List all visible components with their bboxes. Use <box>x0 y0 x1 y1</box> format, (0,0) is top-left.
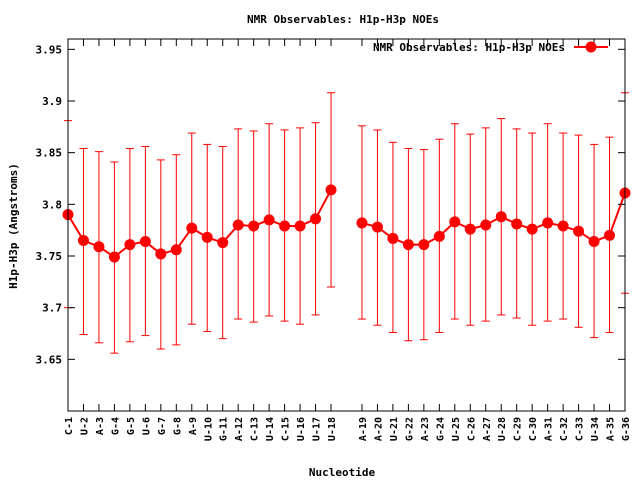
x-tick-label: U-28 <box>497 417 508 441</box>
y-tick-label: 3.7 <box>42 302 62 315</box>
y-tick-label: 3.8 <box>42 198 62 211</box>
x-tick-label: A-31 <box>544 417 555 441</box>
data-point <box>464 223 476 235</box>
x-tick-label: U-34 <box>590 417 601 441</box>
data-point <box>356 217 368 229</box>
x-tick-label: C-26 <box>466 417 477 441</box>
x-tick-label: G-36 <box>621 417 632 441</box>
plot-frame <box>67 38 626 412</box>
x-tick-label: U-17 <box>312 417 323 441</box>
y-tick-label: 3.65 <box>36 353 63 366</box>
x-tick-label: G-8 <box>172 417 183 435</box>
x-tick-label: G-22 <box>404 417 415 441</box>
x-tick-label: A-9 <box>188 417 199 435</box>
x-tick-label: G-4 <box>110 417 121 435</box>
x-tick-label: G-5 <box>126 417 137 435</box>
x-tick-label: C-13 <box>250 417 261 441</box>
data-point <box>93 241 105 253</box>
data-point <box>310 213 322 225</box>
y-tick-label: 3.95 <box>36 43 63 56</box>
data-point <box>588 236 600 248</box>
y-tick-label: 3.9 <box>42 95 62 108</box>
x-axis: C-1 U-2 A-3 G-4 G-5 U-6 G-7 G-8 A-9 U-10 G-11 A-12 C… <box>64 39 632 441</box>
x-tick-label: C-30 <box>528 417 539 441</box>
data-point <box>511 218 523 230</box>
x-tick-label: A-12 <box>234 417 245 441</box>
x-tick-label: C-29 <box>513 417 524 441</box>
data-point <box>217 237 229 249</box>
x-tick-label: G-24 <box>435 417 446 441</box>
x-tick-label: U-21 <box>389 417 400 441</box>
x-tick-label: A-19 <box>358 417 369 441</box>
data-point <box>279 220 291 232</box>
x-tick-label: C-15 <box>281 417 292 441</box>
x-tick-label: C-33 <box>575 417 586 441</box>
x-tick-label: G-11 <box>219 417 230 441</box>
data-point <box>294 220 306 232</box>
data-point <box>108 251 120 263</box>
data-point <box>480 219 492 231</box>
legend-label: NMR Observables: H1p-H3p NOEs <box>373 41 565 54</box>
data-point <box>263 214 275 226</box>
series-line-segment <box>608 192 626 236</box>
data-point <box>77 235 89 246</box>
data-point <box>604 229 616 241</box>
x-tick-label: U-10 <box>203 417 214 441</box>
data-point <box>495 211 507 223</box>
x-tick-label: U-14 <box>265 417 276 441</box>
x-tick-label: C-32 <box>559 417 570 441</box>
data-point <box>433 230 445 242</box>
y-tick-label: 3.75 <box>36 250 63 263</box>
data-point <box>170 244 182 256</box>
data-point <box>124 239 136 251</box>
data-point <box>402 239 414 251</box>
data-point <box>248 220 260 232</box>
x-tick-label: G-7 <box>157 417 168 435</box>
y-axis-label: H1p-H3p (Angstroms) <box>7 163 20 289</box>
data-point <box>573 225 585 237</box>
data-point <box>449 216 461 228</box>
x-axis-label: Nucleotide <box>309 466 376 479</box>
data-point <box>387 232 399 244</box>
x-tick-label: A-3 <box>95 417 106 435</box>
x-tick-label: A-35 <box>606 417 617 441</box>
data-point <box>186 222 198 234</box>
data-point <box>557 220 569 232</box>
data-point <box>418 239 430 251</box>
data-point <box>371 221 383 233</box>
x-tick-label: C-1 <box>64 417 75 435</box>
data-point <box>201 231 213 243</box>
y-tick-label: 3.85 <box>36 147 63 160</box>
y-axis: 3.65 3.7 3.75 3.8 3.85 3.9 3.95 <box>36 43 625 366</box>
x-tick-label: U-25 <box>451 417 462 441</box>
legend: NMR Observables: H1p-H3p NOEs <box>373 41 608 54</box>
plot-marks <box>62 92 631 354</box>
legend-marker <box>585 41 597 53</box>
x-tick-label: A-20 <box>373 417 384 441</box>
data-point <box>139 236 151 248</box>
x-tick-label: U-6 <box>141 417 152 435</box>
data-point <box>526 223 538 235</box>
x-tick-label: A-27 <box>482 417 493 441</box>
x-tick-label: U-2 <box>79 417 90 435</box>
chart-title: NMR Observables: H1p-H3p NOEs <box>247 13 439 26</box>
data-point <box>542 217 554 229</box>
x-tick-label: A-23 <box>420 417 431 441</box>
x-tick-label: U-16 <box>296 417 307 441</box>
data-point <box>155 248 167 260</box>
data-point <box>232 219 244 231</box>
data-point <box>325 184 337 196</box>
x-tick-label: U-18 <box>327 417 338 441</box>
